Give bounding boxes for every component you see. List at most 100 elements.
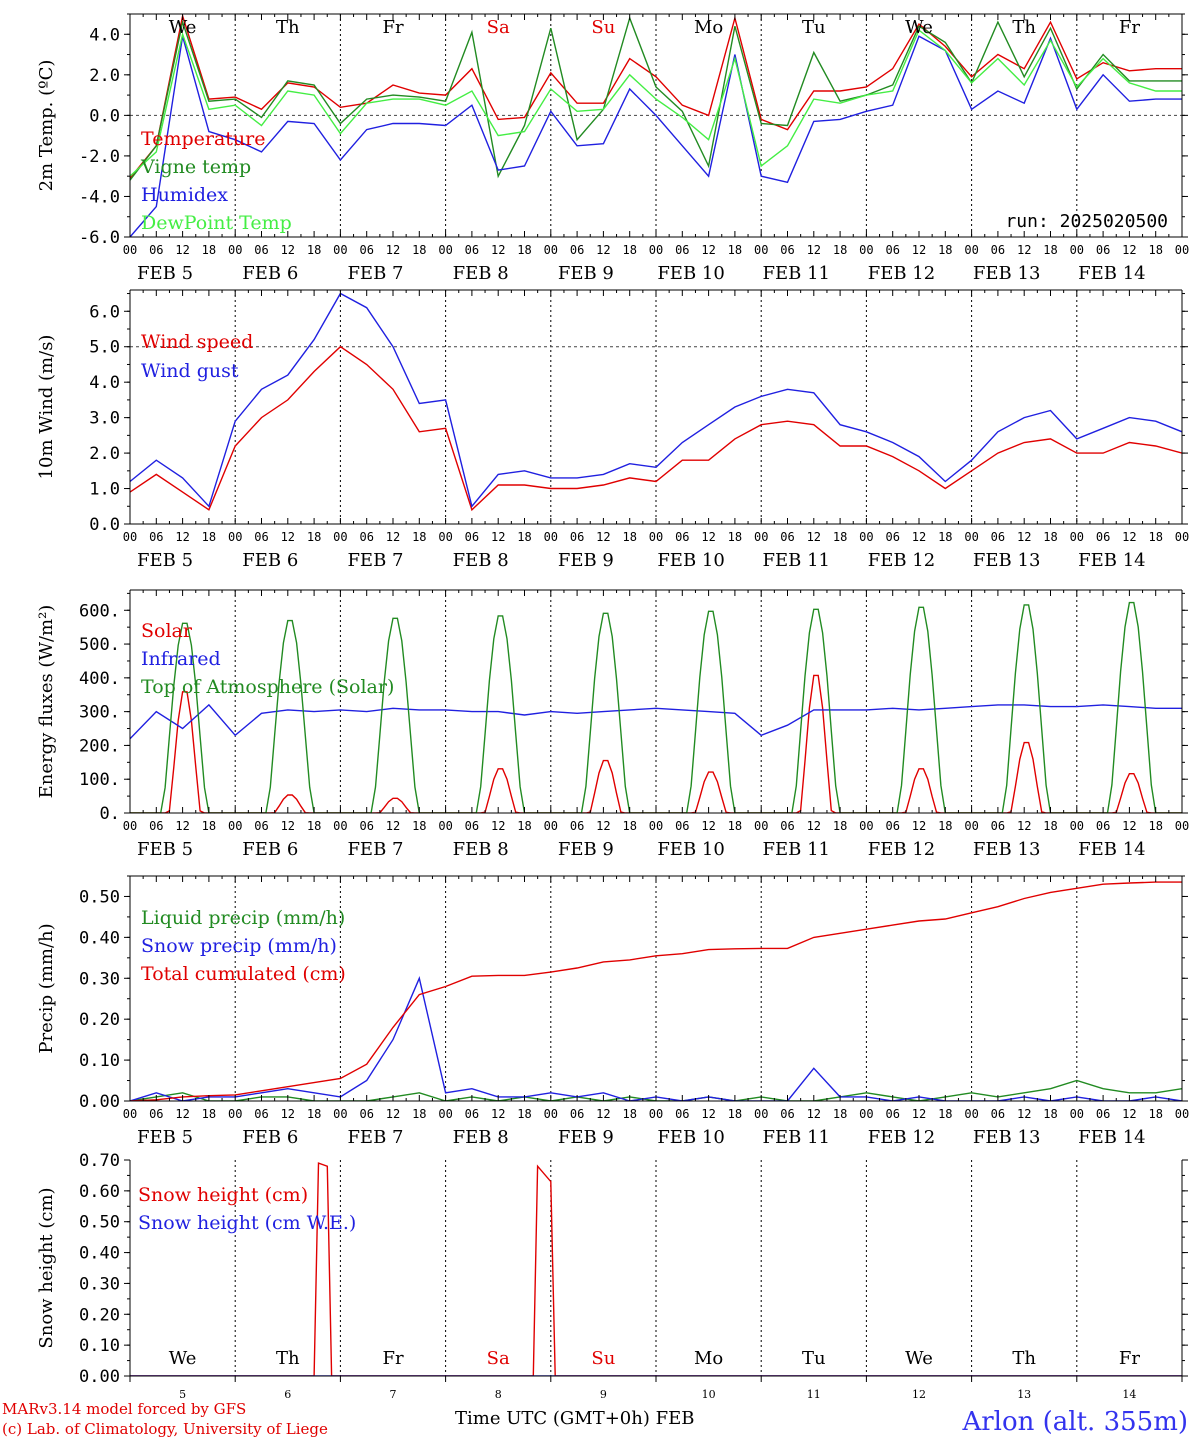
y-tick-label: 5.0 xyxy=(89,338,120,358)
hour-tick-label: 18 xyxy=(938,819,952,833)
run-label: run: 2025020500 xyxy=(1005,211,1168,232)
y-tick-label: 100. xyxy=(79,770,120,790)
date-label: FEB 8 xyxy=(453,839,509,860)
hour-tick-label: 12 xyxy=(701,819,715,833)
weekday-label: Th xyxy=(276,17,300,38)
hour-tick-label: 12 xyxy=(491,819,505,833)
date-label: FEB 12 xyxy=(868,263,935,284)
hour-tick-label: 18 xyxy=(622,819,636,833)
legend-entry: Top of Atmosphere (Solar) xyxy=(141,676,394,698)
date-label: FEB 8 xyxy=(453,1127,509,1148)
date-label: FEB 9 xyxy=(558,839,614,860)
day-number-label: 8 xyxy=(495,1388,502,1401)
date-label: FEB 11 xyxy=(763,839,830,860)
hour-tick-label: 18 xyxy=(833,819,847,833)
date-label: FEB 9 xyxy=(558,263,614,284)
series-line-energy-1 xyxy=(130,703,1182,740)
hour-tick-label: 06 xyxy=(465,819,479,833)
y-axis-title: Snow height (cm) xyxy=(36,1187,57,1348)
hour-tick-label: 18 xyxy=(517,1107,531,1121)
hour-tick-label: 12 xyxy=(175,243,189,257)
legend-entry: Snow precip (mm/h) xyxy=(141,935,337,957)
date-label: FEB 11 xyxy=(763,1127,830,1148)
hour-tick-label: 06 xyxy=(1096,819,1110,833)
hour-tick-label: 12 xyxy=(175,819,189,833)
day-number-label: 11 xyxy=(807,1388,821,1401)
date-label: FEB 9 xyxy=(558,1127,614,1148)
hour-tick-label: 00 xyxy=(333,530,347,544)
hour-tick-label: 00 xyxy=(333,819,347,833)
hour-tick-label: 18 xyxy=(517,243,531,257)
date-label: FEB 7 xyxy=(347,839,403,860)
hour-tick-label: 18 xyxy=(728,530,742,544)
hour-tick-label: 06 xyxy=(254,819,268,833)
y-tick-label: 2.0 xyxy=(89,66,120,86)
legend-entry: Solar xyxy=(141,620,193,642)
day-number-label: 5 xyxy=(179,1388,186,1401)
hour-tick-label: 12 xyxy=(912,243,926,257)
legend-entry: Snow height (cm W.E.) xyxy=(138,1212,356,1234)
hour-tick-label: 00 xyxy=(228,530,242,544)
date-label: FEB 10 xyxy=(657,263,724,284)
hour-tick-label: 06 xyxy=(359,243,373,257)
y-tick-label: 400. xyxy=(79,669,120,689)
date-label: FEB 5 xyxy=(137,839,193,860)
hour-tick-label: 12 xyxy=(1017,530,1031,544)
hour-tick-label: 00 xyxy=(438,819,452,833)
hour-tick-label: 06 xyxy=(149,1107,163,1121)
hour-tick-label: 06 xyxy=(780,1107,794,1121)
hour-tick-label: 00 xyxy=(1175,1107,1189,1121)
hour-tick-label: 00 xyxy=(859,530,873,544)
hour-tick-label: 00 xyxy=(544,243,558,257)
y-tick-label: 0.20 xyxy=(79,1010,120,1030)
hour-tick-label: 00 xyxy=(544,1107,558,1121)
hour-tick-label: 00 xyxy=(1175,243,1189,257)
day-number-label: 12 xyxy=(912,1388,926,1401)
hour-tick-label: 18 xyxy=(1043,243,1057,257)
station-title: Arlon (alt. 355m) xyxy=(961,1407,1188,1437)
hour-tick-label: 00 xyxy=(859,1107,873,1121)
hour-tick-label: 00 xyxy=(1070,530,1084,544)
hour-tick-label: 18 xyxy=(833,1107,847,1121)
date-label: FEB 6 xyxy=(242,263,298,284)
hour-tick-label: 06 xyxy=(885,819,899,833)
hour-tick-label: 12 xyxy=(1122,819,1136,833)
y-tick-label: 0.70 xyxy=(79,1151,120,1171)
hour-tick-label: 18 xyxy=(1148,243,1162,257)
hour-tick-label: 18 xyxy=(728,243,742,257)
y-tick-label: 0.0 xyxy=(89,515,120,535)
hour-tick-label: 18 xyxy=(833,530,847,544)
weekday-label: We xyxy=(169,1348,197,1369)
y-tick-label: 0.50 xyxy=(79,1213,120,1233)
hour-tick-label: 12 xyxy=(596,819,610,833)
day-number-label: 7 xyxy=(390,1388,397,1401)
date-label: FEB 5 xyxy=(137,550,193,571)
hour-tick-label: 12 xyxy=(1122,530,1136,544)
y-tick-label: 200. xyxy=(79,736,120,756)
hour-tick-label: 12 xyxy=(912,819,926,833)
y-tick-label: 0.0 xyxy=(89,106,120,126)
hour-tick-label: 06 xyxy=(570,819,584,833)
hour-tick-label: 12 xyxy=(912,530,926,544)
y-tick-label: -4.0 xyxy=(79,187,120,207)
hour-tick-label: 12 xyxy=(386,819,400,833)
weekday-label: Mo xyxy=(694,17,723,38)
hour-tick-label: 12 xyxy=(281,243,295,257)
y-tick-label: 0.60 xyxy=(79,1182,120,1202)
series-group xyxy=(130,1162,1182,1376)
hour-tick-label: 06 xyxy=(675,243,689,257)
weekday-label: Fr xyxy=(1119,17,1140,38)
hour-tick-label: 06 xyxy=(465,243,479,257)
weekday-label: Mo xyxy=(694,1348,723,1369)
hour-tick-label: 18 xyxy=(1148,1107,1162,1121)
series-line-precip-2 xyxy=(130,881,1182,1101)
series-line-temp-3 xyxy=(130,29,1182,177)
series-line-temp-1 xyxy=(130,15,1182,181)
hour-tick-label: 18 xyxy=(202,243,216,257)
y-axis-title: 10m Wind (m/s) xyxy=(36,335,57,480)
date-label: FEB 13 xyxy=(973,839,1040,860)
hour-tick-label: 18 xyxy=(307,530,321,544)
hour-tick-label: 18 xyxy=(202,819,216,833)
y-tick-label: 0.00 xyxy=(79,1092,120,1112)
hour-tick-label: 00 xyxy=(649,819,663,833)
